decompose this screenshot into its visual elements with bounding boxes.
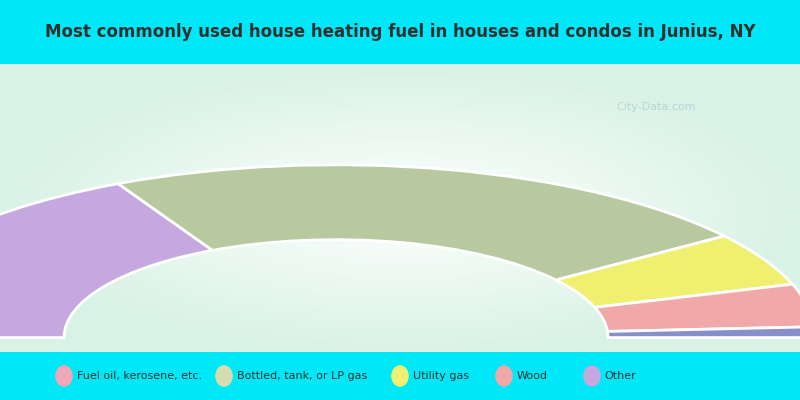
Text: Most commonly used house heating fuel in houses and condos in Junius, NY: Most commonly used house heating fuel in…: [45, 23, 755, 41]
Text: Other: Other: [605, 371, 637, 381]
Ellipse shape: [55, 365, 73, 387]
Wedge shape: [118, 165, 724, 280]
Ellipse shape: [215, 365, 233, 387]
Ellipse shape: [495, 365, 513, 387]
Wedge shape: [0, 184, 213, 338]
Text: Fuel oil, kerosene, etc.: Fuel oil, kerosene, etc.: [77, 371, 202, 381]
Ellipse shape: [583, 365, 601, 387]
Wedge shape: [556, 236, 793, 307]
Ellipse shape: [391, 365, 409, 387]
Wedge shape: [607, 327, 800, 338]
Text: City-Data.com: City-Data.com: [616, 102, 696, 112]
Wedge shape: [594, 284, 800, 332]
Text: Utility gas: Utility gas: [413, 371, 469, 381]
Text: Wood: Wood: [517, 371, 548, 381]
Text: Bottled, tank, or LP gas: Bottled, tank, or LP gas: [237, 371, 367, 381]
